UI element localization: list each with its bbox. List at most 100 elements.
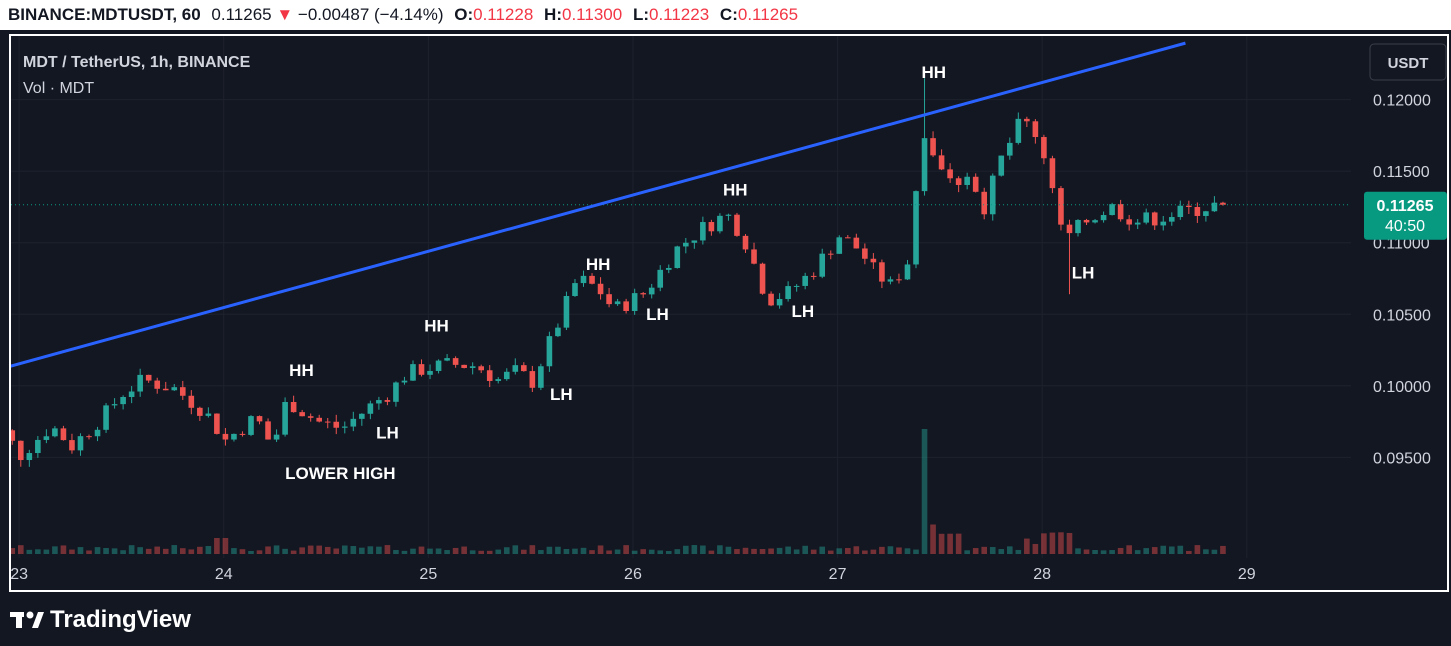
volume-bar xyxy=(69,549,75,554)
volume-bar xyxy=(469,550,476,554)
candle xyxy=(1049,158,1056,189)
candle xyxy=(1203,211,1209,216)
price-tag: 0.11265 40:50 xyxy=(1364,191,1447,240)
candle xyxy=(742,235,749,250)
candle xyxy=(341,426,348,428)
volume-bar xyxy=(171,545,178,554)
volume-bar xyxy=(1203,549,1209,554)
candle xyxy=(1015,118,1022,143)
volume-bar xyxy=(120,550,126,554)
candle xyxy=(188,395,195,408)
candle xyxy=(461,364,467,368)
volume-bar xyxy=(1109,550,1115,554)
candle xyxy=(1075,219,1081,234)
volume-bar xyxy=(26,549,33,554)
candle xyxy=(785,286,791,299)
volume-bar xyxy=(1100,550,1107,554)
volume-bar xyxy=(435,548,442,554)
volume-bar xyxy=(503,547,510,554)
volume-bar xyxy=(512,545,519,554)
candle xyxy=(964,176,970,185)
currency-button[interactable]: USDT xyxy=(1369,43,1447,81)
volume-bar xyxy=(734,549,740,554)
candle xyxy=(555,327,561,337)
volume-bar xyxy=(367,546,374,554)
candle xyxy=(904,264,911,280)
volume-bar xyxy=(239,549,246,554)
volume-bar xyxy=(1083,549,1090,554)
volume-bar xyxy=(683,545,689,554)
annotation-label: HH xyxy=(424,316,449,335)
volume-bar xyxy=(1186,550,1192,554)
volume-bar xyxy=(1143,548,1150,554)
candle xyxy=(359,413,365,419)
volume-bar xyxy=(853,546,860,554)
y-tick-label: 0.11000 xyxy=(1373,236,1430,253)
candle xyxy=(793,285,800,287)
candle xyxy=(1168,217,1175,222)
candle xyxy=(563,295,570,328)
candle xyxy=(435,360,442,371)
chart-pane[interactable]: HH HH HH HH HH LH LH LH LH LH LOWER HIGH 0.12000 0.… xyxy=(0,34,1449,592)
volume-bar xyxy=(691,545,698,554)
volume-bar xyxy=(333,548,340,554)
candle xyxy=(384,400,391,402)
currency-label: USDT xyxy=(1388,55,1429,72)
x-tick-label: 25 xyxy=(419,566,437,583)
volume-bar xyxy=(572,548,578,554)
candle xyxy=(17,440,24,461)
annotation-label: LH xyxy=(376,424,399,443)
low-label: L: xyxy=(632,5,649,24)
volume-bar xyxy=(111,548,118,554)
volume-bar xyxy=(819,546,826,554)
volume-bar xyxy=(376,546,382,554)
volume-bar xyxy=(700,545,706,554)
candle xyxy=(239,433,246,435)
volume-bar xyxy=(1151,547,1158,554)
price-chart[interactable]: HH HH HH HH HH LH LH LH LH LH LOWER HIGH 0.12000 0.… xyxy=(0,36,1447,590)
volume-bar xyxy=(197,546,203,554)
volume-bar xyxy=(947,533,953,554)
candle xyxy=(529,371,536,388)
candle xyxy=(580,275,587,284)
volume-bar xyxy=(1041,533,1047,554)
candle xyxy=(1177,205,1184,218)
tradingview-logo[interactable]: TradingView xyxy=(10,606,191,634)
trendline[interactable] xyxy=(0,41,1186,375)
volume-bar xyxy=(904,548,911,554)
volume-bar xyxy=(674,549,681,554)
candle xyxy=(299,412,305,417)
candle xyxy=(452,358,459,365)
candle xyxy=(683,242,689,247)
last-price: 0.11265 xyxy=(211,5,272,24)
candle xyxy=(538,366,544,388)
volume-bar xyxy=(742,547,749,554)
candle xyxy=(256,416,263,422)
candle xyxy=(265,421,271,440)
legend-title: MDT / TetherUS, 1h, BINANCE xyxy=(23,54,251,71)
volume-bar xyxy=(486,550,493,554)
volume-bar xyxy=(1024,538,1030,554)
volume-bar xyxy=(86,550,92,554)
candle xyxy=(827,253,834,255)
open-label: O: xyxy=(454,5,474,24)
volume-bar xyxy=(725,546,732,554)
volume-bar xyxy=(299,547,305,554)
candle xyxy=(128,391,135,397)
volume-bar xyxy=(393,549,399,554)
annotation-label: LOWER HIGH xyxy=(285,464,396,483)
volume-bar xyxy=(1177,545,1184,554)
footer xyxy=(0,594,1451,646)
candle xyxy=(26,453,33,461)
symbol-name[interactable]: BINANCE:MDTUSDT, 60 xyxy=(8,5,201,24)
candle xyxy=(725,214,732,216)
candle xyxy=(162,388,169,391)
candle xyxy=(111,404,118,406)
candle xyxy=(1126,219,1132,225)
annotation-label: HH xyxy=(289,361,314,380)
annotation-label: LH xyxy=(646,305,669,324)
candle xyxy=(444,358,450,361)
volume-bar xyxy=(316,545,323,554)
candle xyxy=(938,155,945,170)
volume-bar xyxy=(938,533,945,554)
